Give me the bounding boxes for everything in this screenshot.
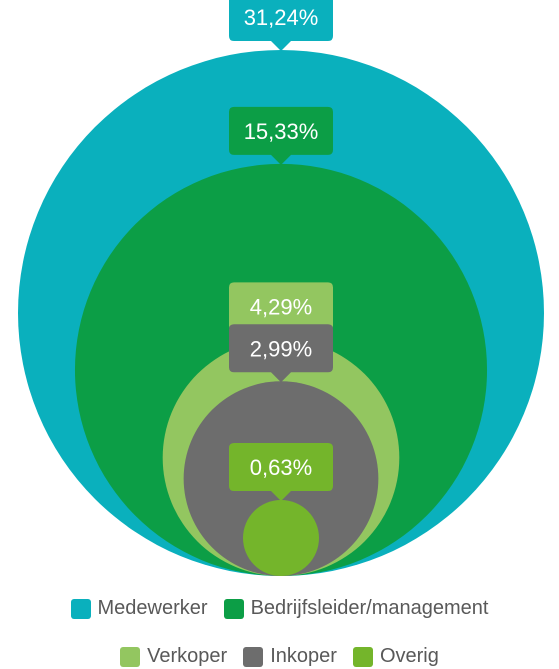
legend-label-verkoper: Verkoper xyxy=(147,645,228,667)
data-label-text: 15,33% xyxy=(244,119,319,144)
legend-swatch-overig xyxy=(352,646,373,667)
legend-item-overig[interactable]: Overig xyxy=(352,645,439,668)
legend-label-medewerker: Medewerker xyxy=(97,597,208,619)
data-label-medewerker: 31,24% xyxy=(229,0,333,51)
data-label-box xyxy=(229,443,333,501)
legend-swatch-verkoper xyxy=(120,646,141,667)
labels-layer: 31,24% 15,33% 4,29% 2,99% 0,63% xyxy=(229,0,333,501)
legend-item-bedrijfsleider[interactable]: Bedrijfsleider/management xyxy=(223,597,489,620)
data-label-text: 31,24% xyxy=(244,5,319,30)
legend-row-2: Verkoper Inkoper Overig xyxy=(0,645,559,668)
legend-row-1: Medewerker Bedrijfsleider/management xyxy=(0,597,559,620)
data-label-box xyxy=(229,324,333,383)
data-label-text: 4,29% xyxy=(250,294,312,319)
legend-swatch-bedrijfsleider xyxy=(223,598,244,619)
data-label-overig: 0,63% xyxy=(229,443,333,501)
legend-item-medewerker[interactable]: Medewerker xyxy=(70,597,208,620)
data-label-box xyxy=(229,106,333,165)
data-label-inkoper: 2,99% xyxy=(229,324,333,383)
circle-overig[interactable] xyxy=(243,500,319,576)
data-label-text: 2,99% xyxy=(250,336,312,361)
data-label-text: 0,63% xyxy=(250,455,312,480)
legend-swatch-inkoper xyxy=(243,646,264,667)
legend-item-inkoper[interactable]: Inkoper xyxy=(243,645,337,668)
legend-label-bedrijfsleider: Bedrijfsleider/management xyxy=(250,597,489,619)
legend-item-verkoper[interactable]: Verkoper xyxy=(120,645,227,668)
legend-swatch-medewerker xyxy=(70,598,91,619)
data-label-box xyxy=(229,0,333,51)
data-label-bedrijfsleider-management: 15,33% xyxy=(229,106,333,165)
legend-label-overig: Overig xyxy=(379,645,439,667)
legend-label-inkoper: Inkoper xyxy=(270,645,337,667)
